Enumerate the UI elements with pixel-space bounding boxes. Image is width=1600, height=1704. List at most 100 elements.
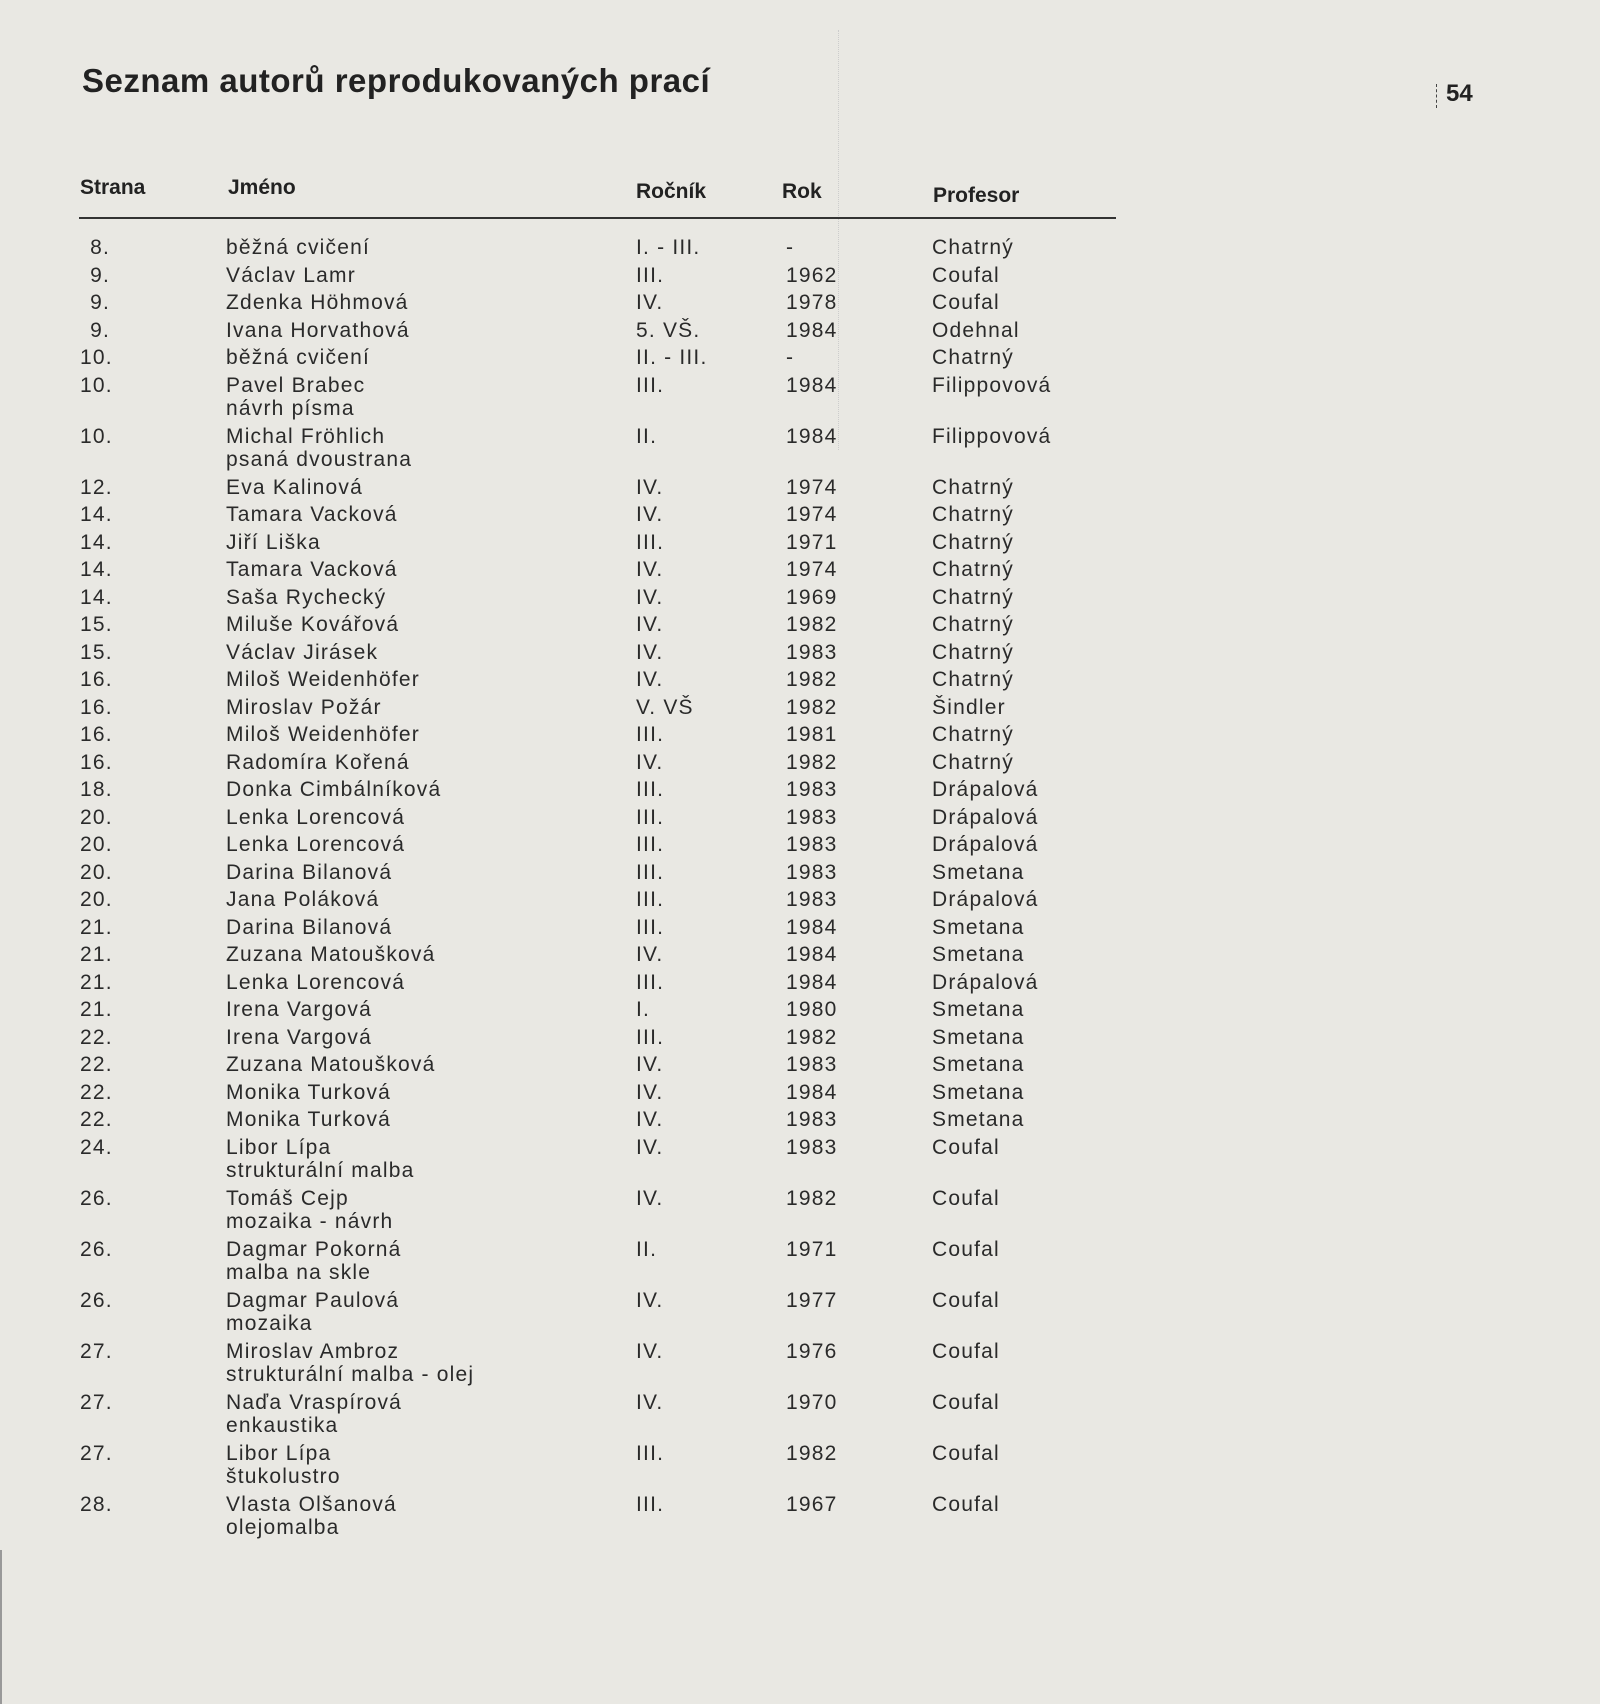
cell-name: Miroslav Ambroz strukturální malba - olej — [226, 1338, 474, 1389]
cell-year: 1983 — [786, 1135, 838, 1159]
cell-year: 1974 — [786, 475, 838, 499]
cell-year-of-study: III. — [636, 805, 665, 829]
page-edge — [0, 1550, 2, 1704]
cell-year-of-study: III. — [636, 778, 665, 801]
cell-year: 1969 — [786, 585, 838, 609]
cell-name: Zuzana Matoušková — [226, 1051, 436, 1079]
cell-name: Irena Vargová — [226, 1024, 372, 1052]
cell-page: 9. — [90, 291, 110, 314]
cell-year: 1984 — [786, 424, 838, 448]
table-row: 20. Lenka Lorencová III. 1983 Drápalová — [0, 804, 1200, 832]
cell-year: 1982 — [786, 695, 838, 719]
cell-professor: Coufal — [932, 1237, 1000, 1261]
cell-professor: Chatrný — [932, 503, 1014, 526]
cell-name: Michal Fröhlich psaná dvoustrana — [226, 423, 412, 474]
table-row: 27. Miroslav Ambroz strukturální malba - o… — [0, 1338, 1200, 1389]
cell-professor: Smetana — [932, 943, 1025, 966]
cell-year: - — [786, 346, 795, 369]
header-rule — [79, 217, 1116, 219]
cell-year-of-study: I. - III. — [636, 236, 701, 259]
table-row: 16. Miloš Weidenhöfer IV. 1982 Chatrný — [0, 666, 1200, 694]
cell-page: 16. — [80, 723, 113, 746]
table-row: 26. Dagmar Pokorná malba na skle II. 1971 Cou… — [0, 1236, 1200, 1287]
work-note: olejomalba — [226, 1516, 340, 1539]
cell-year: 1974 — [786, 558, 838, 581]
author-name: Lenka Lorencová — [226, 833, 406, 856]
cell-professor: Smetana — [932, 1080, 1025, 1104]
page-fold-mark — [838, 30, 840, 450]
cell-year: 1962 — [786, 263, 838, 287]
table-row: 8. běžná cvičení I. - III. - Chatrný — [0, 234, 1200, 262]
cell-professor: Filippovová — [932, 373, 1052, 397]
cell-year: 1982 — [786, 1441, 838, 1465]
table-row: 20. Jana Poláková III. 1983 Drápalová — [0, 886, 1200, 914]
cell-professor: Odehnal — [932, 318, 1020, 342]
cell-year-of-study: IV. — [636, 943, 664, 966]
cell-name: Radomíra Kořená — [226, 749, 410, 777]
cell-professor: Chatrný — [932, 346, 1014, 369]
author-name: Naďa Vraspírová — [226, 1390, 403, 1414]
table-row: 14. Saša Rychecký IV. 1969 Chatrný — [0, 584, 1200, 612]
header-name: Jméno — [228, 176, 296, 199]
cell-professor: Coufal — [932, 1339, 1000, 1363]
work-note: mozaika - návrh — [226, 1210, 394, 1233]
cell-professor: Chatrný — [932, 475, 1014, 499]
header-year-of-study: Ročník — [636, 180, 707, 203]
author-name: Darina Bilanová — [226, 915, 393, 939]
cell-year-of-study: III. — [636, 970, 665, 994]
cell-professor: Coufal — [932, 1441, 1000, 1465]
cell-year-of-study: IV. — [636, 291, 664, 314]
cell-year: 1983 — [786, 805, 838, 829]
work-note: mozaika — [226, 1312, 313, 1335]
cell-page: 27. — [80, 1390, 113, 1414]
author-name: Irena Vargová — [226, 1025, 372, 1049]
cell-year: 1983 — [786, 860, 838, 884]
cell-name: běžná cvičení — [226, 234, 370, 262]
cell-year: 1983 — [786, 640, 838, 664]
cell-page: 20. — [80, 888, 113, 911]
cell-page: 21. — [80, 998, 113, 1021]
table-row: 27. Naďa Vraspírová enkaustika IV. 1970 Coufa… — [0, 1389, 1200, 1440]
cell-year: 1982 — [786, 613, 838, 636]
cell-name: Darina Bilanová — [226, 914, 392, 942]
author-name: Tamara Vacková — [226, 503, 398, 526]
cell-page: 9. — [90, 318, 110, 342]
cell-year-of-study: IV. — [636, 1390, 664, 1414]
cell-name: Jiří Liška — [226, 529, 321, 557]
author-name: Miroslav Ambroz — [226, 1339, 400, 1363]
author-name: Dagmar Paulová — [226, 1288, 400, 1312]
cell-year: 1974 — [786, 503, 838, 526]
author-name: Michal Fröhlich — [226, 424, 386, 448]
table-row: 18. Donka Cimbálníková III. 1983 Drápalová — [0, 776, 1200, 804]
cell-year-of-study: I. — [636, 998, 651, 1021]
table-row: 22. Monika Turková IV. 1983 Smetana — [0, 1106, 1200, 1134]
cell-name: Pavel Brabec návrh písma — [226, 372, 365, 423]
cell-year: 1971 — [786, 530, 838, 554]
cell-year-of-study: II. - III. — [636, 346, 708, 369]
cell-professor: Filippovová — [932, 424, 1052, 448]
cell-professor: Coufal — [932, 291, 1000, 314]
cell-year: 1984 — [786, 970, 838, 994]
table-row: 14. Tamara Vacková IV. 1974 Chatrný — [0, 501, 1200, 529]
page-number: 54 — [1436, 80, 1473, 108]
cell-professor: Smetana — [932, 860, 1025, 884]
cell-professor: Chatrný — [932, 558, 1014, 581]
cell-year: 1983 — [786, 833, 838, 856]
table-row: 10. Pavel Brabec návrh písma III. 1984 Filipp… — [0, 372, 1200, 423]
cell-name: Miloš Weidenhöfer — [226, 721, 420, 749]
author-name: Lenka Lorencová — [226, 970, 406, 994]
table-row: 10. běžná cvičení II. - III. - Chatrný — [0, 344, 1200, 372]
cell-professor: Coufal — [932, 1492, 1000, 1516]
cell-name: Monika Turková — [226, 1106, 391, 1134]
cell-professor: Chatrný — [932, 750, 1014, 774]
cell-year: 1978 — [786, 291, 838, 314]
cell-year: 1976 — [786, 1339, 838, 1363]
author-name: Pavel Brabec — [226, 373, 366, 397]
cell-page: 27. — [80, 1339, 113, 1363]
author-name: Jiří Liška — [226, 530, 321, 554]
author-name: Tomáš Cejp — [226, 1186, 349, 1210]
cell-year: 1984 — [786, 943, 838, 966]
cell-name: běžná cvičení — [226, 344, 370, 372]
work-note: enkaustika — [226, 1414, 339, 1437]
cell-professor: Chatrný — [932, 640, 1014, 664]
